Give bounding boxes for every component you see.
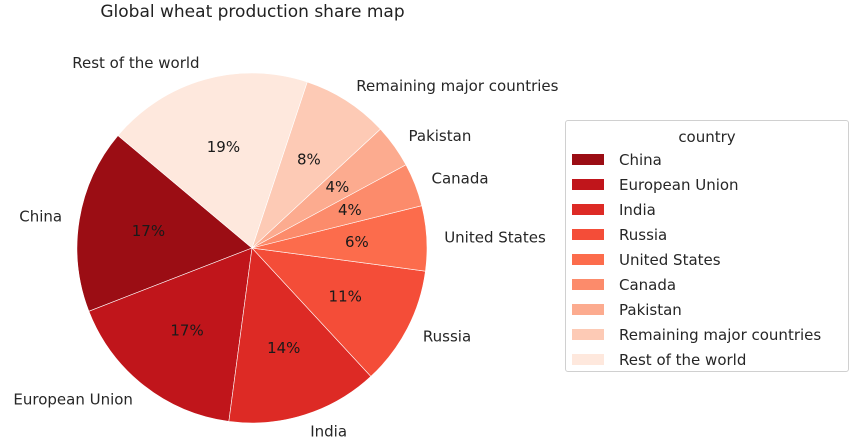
pie-slice-india xyxy=(228,247,372,424)
legend-item: Russia xyxy=(572,222,848,247)
pie-chart: 17% China 17% European Union 14% India 11% Russ… xyxy=(13,54,558,441)
legend-swatch xyxy=(572,204,604,215)
pct-label: 11% xyxy=(329,287,362,305)
legend-label: Pakistan xyxy=(619,300,682,319)
pct-label: 4% xyxy=(338,201,362,219)
legend-label: Remaining major countries xyxy=(619,325,822,344)
legend-swatch xyxy=(572,154,604,165)
category-label: Russia xyxy=(423,328,471,346)
legend-label: United States xyxy=(619,250,721,269)
pct-label: 4% xyxy=(325,178,349,196)
legend-swatch xyxy=(572,279,604,290)
pct-label: 17% xyxy=(132,222,165,240)
legend-label: China xyxy=(619,150,662,169)
pct-label: 14% xyxy=(267,339,300,357)
category-label: China xyxy=(19,208,62,226)
legend-item: United States xyxy=(572,247,848,272)
legend-label: Russia xyxy=(619,225,668,244)
legend-item: Pakistan xyxy=(572,297,848,322)
legend-item: Rest of the world xyxy=(572,347,848,372)
category-label: Rest of the world xyxy=(72,54,199,72)
legend-label: European Union xyxy=(619,175,739,194)
category-label: Pakistan xyxy=(409,127,472,145)
pie-slice-european-union xyxy=(88,247,253,422)
pct-label: 19% xyxy=(207,138,240,156)
category-label: Canada xyxy=(431,169,488,187)
legend-title: country xyxy=(678,128,736,146)
legend-swatch xyxy=(572,254,604,265)
pie-slice-china xyxy=(76,135,253,312)
legend-swatch xyxy=(572,354,604,365)
legend-swatch xyxy=(572,179,604,190)
category-label: United States xyxy=(444,228,546,246)
pie-slice-rest-of-the-world xyxy=(117,72,308,249)
pct-label: 17% xyxy=(170,322,203,340)
legend-swatch xyxy=(572,304,604,315)
pct-label: 8% xyxy=(297,151,321,169)
legend-item: Canada xyxy=(572,272,848,297)
legend-label: Rest of the world xyxy=(619,350,747,369)
legend-item: India xyxy=(572,197,848,222)
legend-item: European Union xyxy=(572,172,848,197)
legend-swatch xyxy=(572,229,604,240)
legend-item: China xyxy=(572,147,848,172)
category-label: India xyxy=(310,422,347,440)
legend-swatch xyxy=(572,329,604,340)
legend-label: Canada xyxy=(619,275,677,294)
legend-label: India xyxy=(619,200,656,219)
chart-title: Global wheat production share map xyxy=(100,2,405,22)
legend: country China European Union India Russia Un… xyxy=(565,120,849,372)
category-label: European Union xyxy=(13,390,133,408)
pie-slice-russia xyxy=(251,247,426,377)
pct-label: 6% xyxy=(345,233,369,251)
category-label: Remaining major countries xyxy=(356,77,558,95)
legend-item: Remaining major countries xyxy=(572,322,848,347)
